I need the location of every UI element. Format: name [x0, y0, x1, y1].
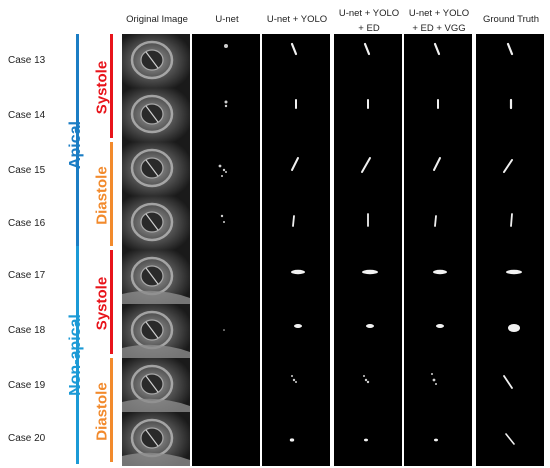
group-label-non-apical: Non-apical [67, 314, 84, 396]
segmentation-mask [476, 358, 544, 412]
segmentation-mask [404, 304, 472, 358]
case-label: Case 18 [8, 325, 46, 336]
col-header-unet: U-net [215, 14, 239, 25]
segmentation-mask [192, 88, 260, 142]
ultrasound-image [122, 412, 190, 466]
ultrasound-image [122, 304, 190, 358]
case-label: Case 13 [8, 55, 46, 66]
segmentation-mask [262, 412, 330, 466]
segmentation-mask [192, 358, 260, 412]
segmentation-mask [334, 412, 402, 466]
case-label: Case 15 [8, 165, 46, 176]
ultrasound-image [122, 34, 190, 88]
group-bar-apical [76, 34, 79, 258]
case-label: Case 17 [8, 270, 46, 281]
segmentation-mask [334, 250, 402, 304]
phase-label-diastole-1: Diastole [93, 166, 111, 225]
segmentation-mask [476, 304, 544, 358]
segmentation-mask [404, 88, 472, 142]
phase-bar-systole-1 [110, 34, 113, 138]
segmentation-mask [334, 304, 402, 358]
col-header-ground-truth: Ground Truth [483, 14, 539, 25]
segmentation-mask [192, 142, 260, 196]
group-label-apical: Apical [67, 121, 84, 170]
segmentation-mask [262, 358, 330, 412]
col-header-original: Original Image [126, 14, 188, 25]
col-header-unet-yolo: U-net + YOLO [266, 14, 328, 25]
case-label: Case 20 [8, 433, 46, 444]
phase-bar-diastole-2 [110, 358, 113, 462]
segmentation-mask [334, 358, 402, 412]
segmentation-mask [262, 304, 330, 358]
phase-bar-systole-2 [110, 250, 113, 354]
segmentation-mask [404, 142, 472, 196]
segmentation-mask [476, 412, 544, 466]
segmentation-mask [192, 250, 260, 304]
ultrasound-image [122, 142, 190, 196]
segmentation-mask [476, 196, 544, 250]
case-label: Case 14 [8, 110, 46, 121]
segmentation-mask [262, 142, 330, 196]
ultrasound-image [122, 358, 190, 412]
phase-label-systole-2: Systole [93, 276, 111, 331]
segmentation-mask [192, 34, 260, 88]
segmentation-mask [334, 88, 402, 142]
segmentation-mask [192, 304, 260, 358]
col-header-unet-yolo-ed-vgg: U-net + YOLO + ED + VGG [408, 8, 470, 34]
segmentation-mask [404, 34, 472, 88]
phase-bar-diastole-1 [110, 142, 113, 246]
phase-label-systole-1: Systole [93, 60, 111, 115]
case-label: Case 19 [8, 380, 46, 391]
ultrasound-image [122, 196, 190, 250]
segmentation-mask [262, 250, 330, 304]
segmentation-mask [262, 34, 330, 88]
phase-label-diastole-2: Diastole [93, 382, 111, 441]
segmentation-mask [334, 34, 402, 88]
segmentation-mask [262, 196, 330, 250]
col-header-unet-yolo-ed: U-net + YOLO + ED [338, 8, 400, 34]
segmentation-mask [334, 196, 402, 250]
segmentation-mask [404, 358, 472, 412]
segmentation-mask [476, 34, 544, 88]
group-bar-non-apical [76, 246, 79, 464]
segmentation-mask [476, 88, 544, 142]
segmentation-mask [334, 142, 402, 196]
segmentation-mask [404, 412, 472, 466]
ultrasound-image [122, 88, 190, 142]
segmentation-mask [192, 196, 260, 250]
case-label: Case 16 [8, 218, 46, 229]
segmentation-mask [476, 250, 544, 304]
segmentation-mask [404, 250, 472, 304]
segmentation-mask [262, 88, 330, 142]
segmentation-mask [476, 142, 544, 196]
ultrasound-image [122, 250, 190, 304]
segmentation-mask [192, 412, 260, 466]
segmentation-mask [404, 196, 472, 250]
